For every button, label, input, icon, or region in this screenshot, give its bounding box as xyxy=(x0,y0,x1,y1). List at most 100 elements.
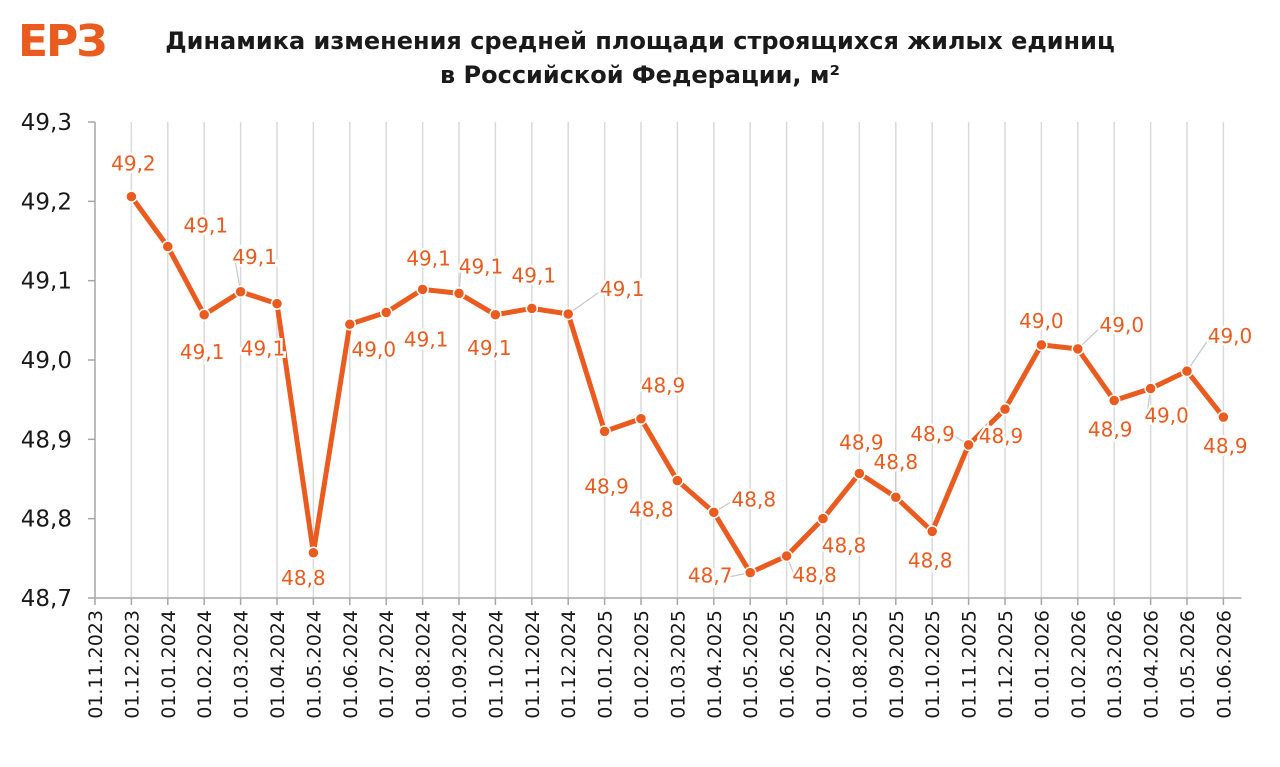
x-tick-label: 01.12.2025 xyxy=(995,610,1017,719)
data-point xyxy=(1180,364,1194,378)
data-label: 49,0 xyxy=(1100,313,1145,337)
point-layer xyxy=(125,190,1230,579)
data-point xyxy=(1144,382,1157,395)
data-point xyxy=(634,412,648,425)
y-tick-label: 49,3 xyxy=(21,110,72,136)
data-point xyxy=(925,525,939,538)
x-tick-label: 01.05.2025 xyxy=(740,610,762,719)
data-point xyxy=(161,240,175,253)
data-label: 48,9 xyxy=(1088,417,1133,441)
data-point xyxy=(489,308,502,322)
chart-title: Динамика изменения средней площади строя… xyxy=(135,24,1145,92)
data-label: 49,1 xyxy=(467,336,512,360)
data-point xyxy=(561,307,575,321)
x-tick-label: 01.02.2026 xyxy=(1068,610,1090,719)
data-point xyxy=(1107,394,1121,407)
data-label: 49,0 xyxy=(1208,324,1253,348)
data-point xyxy=(125,190,138,203)
data-label: 48,9 xyxy=(979,424,1024,448)
data-point xyxy=(1035,338,1048,352)
x-tick-label: 01.11.2024 xyxy=(522,610,544,719)
data-label: 49,1 xyxy=(241,337,286,361)
x-tick-label: 01.03.2026 xyxy=(1104,610,1126,719)
x-tick-label: 01.06.2026 xyxy=(1213,610,1235,719)
data-point xyxy=(343,318,357,331)
x-tick-label: 01.04.2026 xyxy=(1141,610,1163,719)
x-tick-label: 01.03.2024 xyxy=(231,610,253,719)
x-tick-label: 01.04.2024 xyxy=(267,610,289,719)
data-point xyxy=(307,546,320,560)
data-label: 49,0 xyxy=(352,337,397,361)
y-tick-label: 49,2 xyxy=(21,189,72,215)
data-point xyxy=(853,467,866,480)
grid-layer xyxy=(130,122,1225,598)
data-point xyxy=(598,425,611,438)
x-tick-label: 01.10.2024 xyxy=(485,610,507,719)
data-label: 48,8 xyxy=(822,534,867,558)
data-label: 48,9 xyxy=(1203,434,1248,458)
x-tick-label: 01.11.2025 xyxy=(959,610,981,719)
x-tick-label: 01.01.2026 xyxy=(1031,610,1053,719)
logo: ЕРЗ xyxy=(18,16,108,67)
x-tick-label: 01.05.2026 xyxy=(1177,610,1199,719)
y-tick-label: 49,0 xyxy=(21,348,72,374)
data-label: 49,0 xyxy=(1019,309,1064,333)
x-tick-label: 01.09.2024 xyxy=(449,610,471,719)
data-label: 48,8 xyxy=(732,487,777,511)
data-point xyxy=(525,302,539,315)
data-point xyxy=(452,287,466,300)
x-tick-label: 01.06.2024 xyxy=(340,610,362,719)
data-point xyxy=(671,474,684,487)
data-point xyxy=(780,549,793,563)
axis-layer: 48,748,848,949,049,149,249,301.11.2023 01… xyxy=(21,110,1242,719)
data-point xyxy=(707,506,721,519)
data-label: 49,1 xyxy=(600,277,645,301)
data-point xyxy=(889,490,903,504)
data-label: 48,9 xyxy=(641,374,686,398)
x-tick-label: 01.03.2025 xyxy=(667,610,689,719)
data-label: 48,9 xyxy=(584,474,629,498)
title-line-2: в Российской Федерации, м² xyxy=(439,61,841,89)
y-tick-label: 49,1 xyxy=(21,269,72,295)
x-tick-label: 01.12.2024 xyxy=(558,610,580,719)
data-label: 48,8 xyxy=(908,548,953,572)
data-point xyxy=(1217,410,1230,424)
data-point xyxy=(234,285,247,299)
data-point xyxy=(816,512,830,525)
data-point xyxy=(270,297,284,310)
label-leader-line xyxy=(567,289,603,315)
data-label: 48,8 xyxy=(792,563,837,587)
x-tick-label: 01.01.2025 xyxy=(595,610,617,719)
data-point xyxy=(998,402,1012,416)
x-tick-label: 01.06.2025 xyxy=(777,610,799,719)
x-tick-label: 01.05.2024 xyxy=(303,610,325,719)
data-label: 49,1 xyxy=(184,214,229,238)
y-tick-label: 48,7 xyxy=(21,586,72,612)
data-label: 48,9 xyxy=(839,430,884,454)
data-label: 48,8 xyxy=(281,566,326,590)
x-tick-label: 01.02.2025 xyxy=(631,610,653,719)
data-point xyxy=(743,566,757,579)
data-label: 49,2 xyxy=(111,152,156,176)
data-point xyxy=(962,438,975,452)
x-tick-label: 01.10.2025 xyxy=(922,610,944,719)
data-point xyxy=(197,308,211,322)
data-label: 49,1 xyxy=(404,327,449,351)
x-tick-label: 01.07.2025 xyxy=(813,610,835,719)
y-tick-label: 48,8 xyxy=(21,507,72,533)
title-line-1: Динамика изменения средней площади строя… xyxy=(165,27,1115,55)
x-tick-label: 01.01.2024 xyxy=(158,610,180,719)
label-layer: 49,249,149,149,149,148,849,0 49,149,1 49,1… xyxy=(109,149,1255,592)
x-tick-label: 01.12.2023 xyxy=(121,610,143,719)
data-point xyxy=(379,306,393,319)
data-label: 49,1 xyxy=(232,245,277,269)
label-leader-line xyxy=(1186,336,1211,372)
data-point xyxy=(1071,342,1085,356)
data-label: 49,0 xyxy=(1144,404,1189,428)
x-tick-label: 01.11.2023 xyxy=(85,610,107,719)
data-label: 48,9 xyxy=(910,422,955,446)
data-label: 48,8 xyxy=(874,450,919,474)
y-tick-label: 48,9 xyxy=(21,427,72,453)
data-point xyxy=(416,283,429,296)
